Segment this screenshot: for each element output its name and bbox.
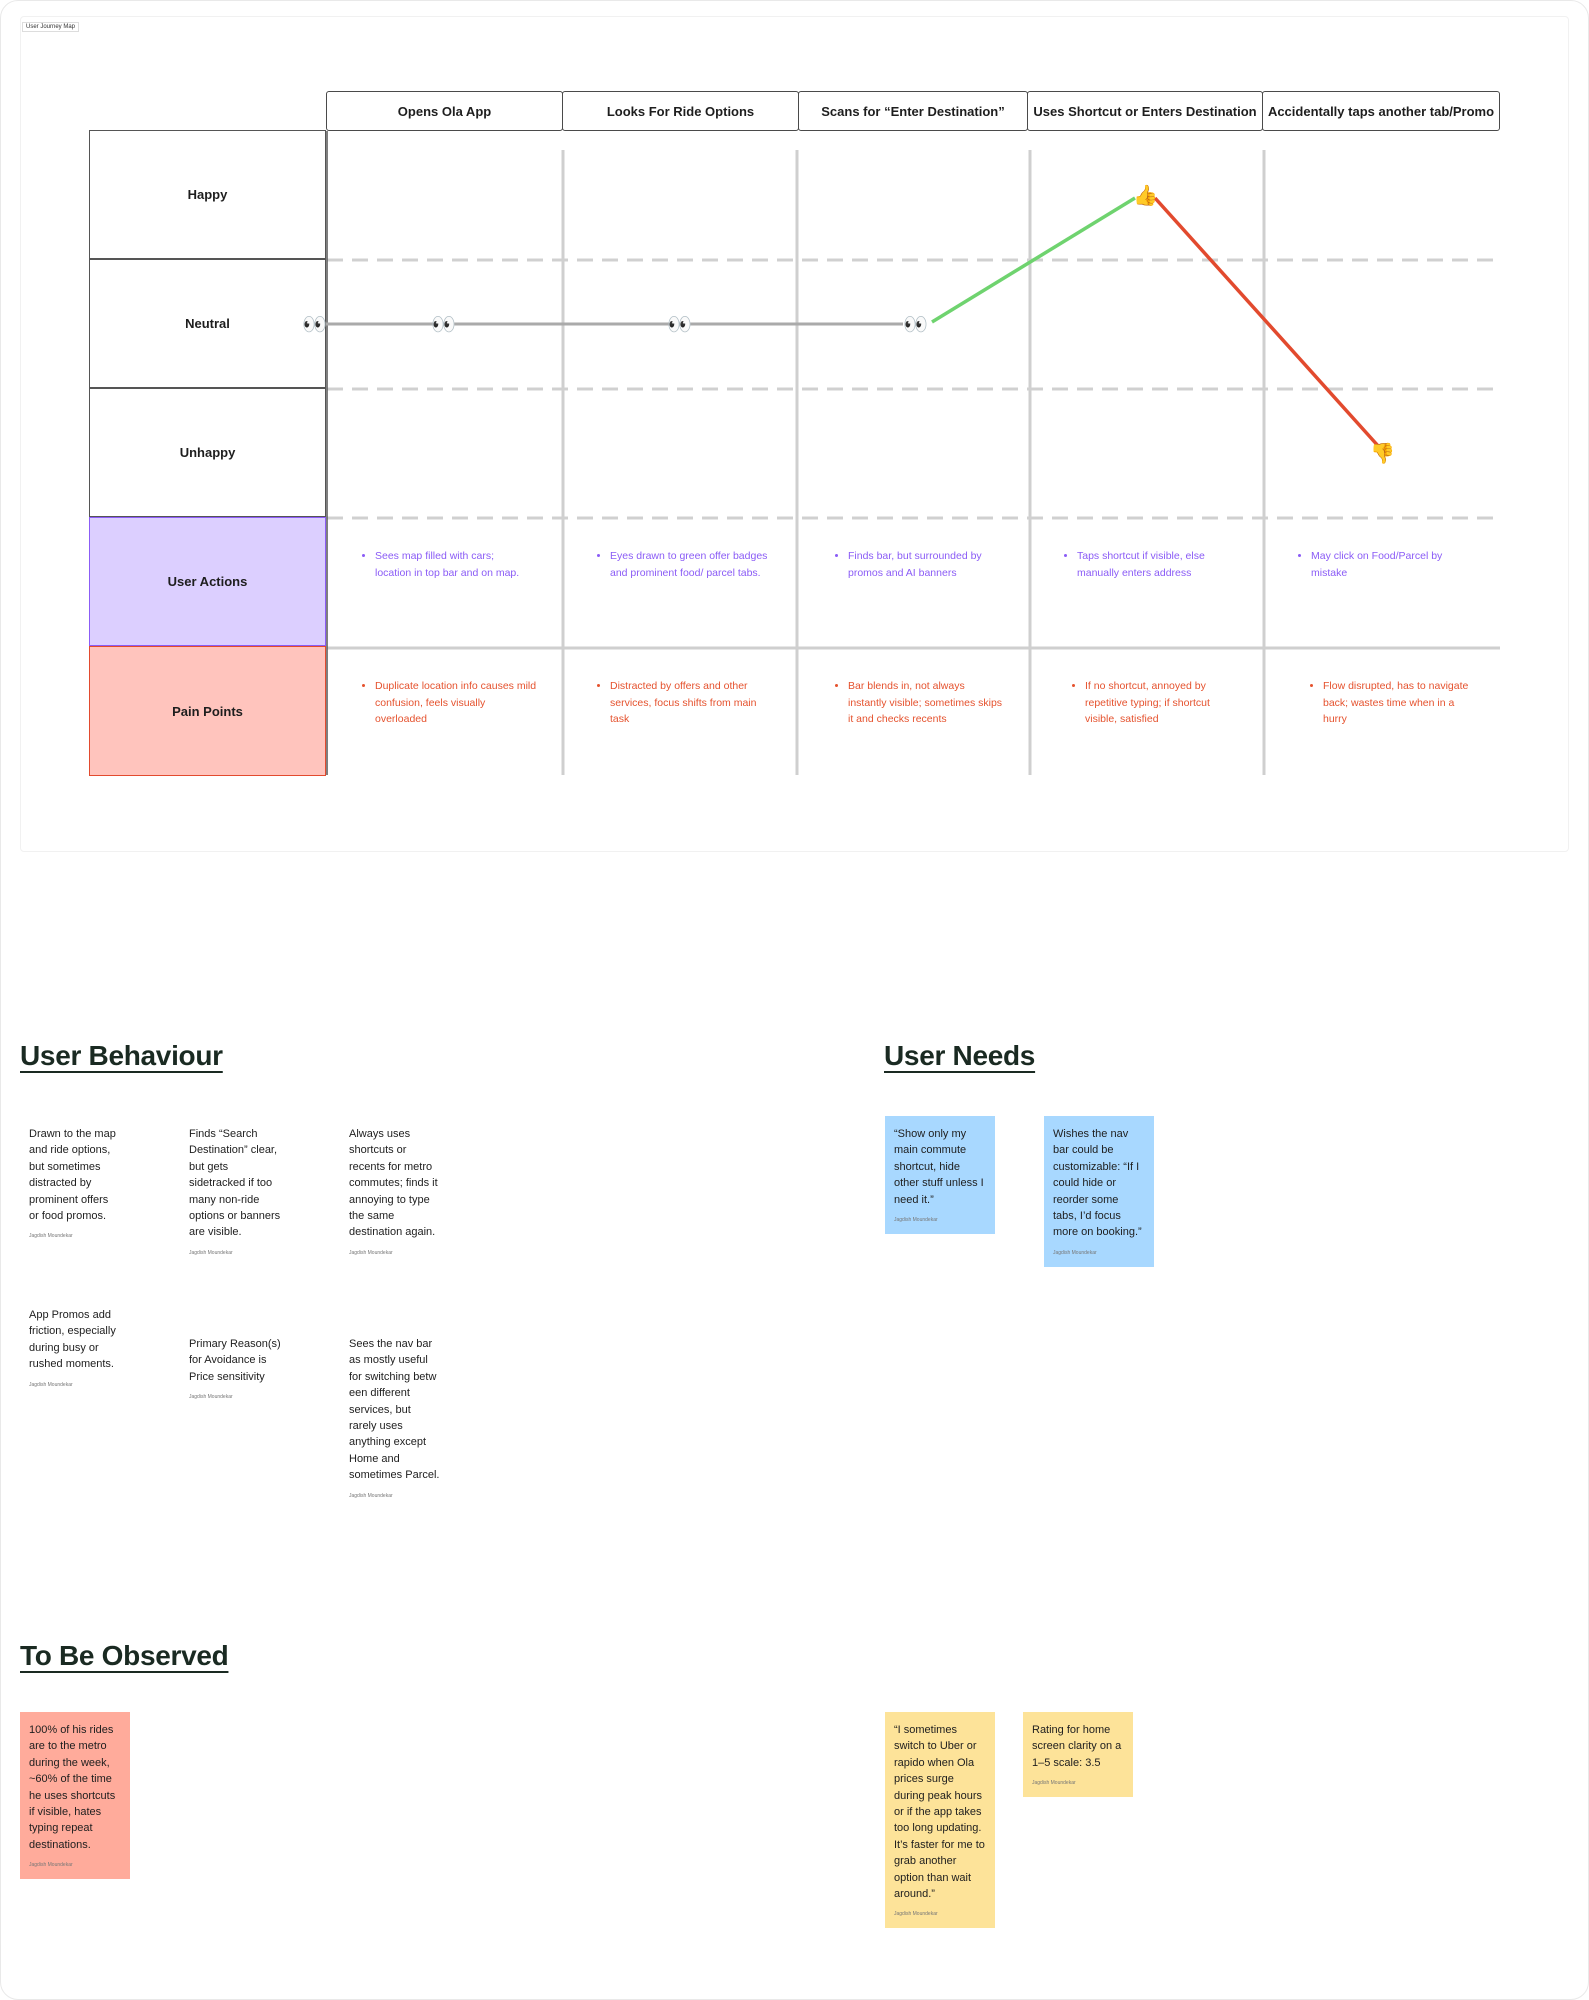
note-text: Primary Reason(s) for Avoidance is Price… [189,1338,281,1383]
action-cell-2: Eyes drawn to green offer badges and pro… [598,548,768,581]
note-author: Jagdish Moundekar [349,1249,393,1256]
note-author: Jagdish Moundekar [29,1862,73,1869]
stage-header-2[interactable]: Looks For Ride Options [562,91,799,131]
journey-grid [320,131,1500,775]
pain-item: Distracted by offers and other services,… [610,678,768,728]
note-author: Jagdish Moundekar [1032,1780,1076,1787]
section-title-needs: User Needs [884,1040,1036,1071]
note-text: Drawn to the map and ride options, but s… [29,1128,116,1223]
stage-header-1[interactable]: Opens Ola App [326,91,563,131]
note-text: Finds “Search Destination” clear, but ge… [189,1128,281,1239]
note-author: Jagdish Moundekar [29,1381,73,1388]
note-text: Wishes the nav bar could be customizable… [1053,1128,1142,1239]
behaviour-note-6[interactable]: Sees the nav bar as mostly useful for sw… [340,1326,450,1510]
row-pain-points[interactable]: Pain Points [89,646,326,776]
stage-header-4[interactable]: Uses Shortcut or Enters Destination [1027,91,1263,131]
note-author: Jagdish Moundekar [894,1911,938,1918]
note-author: Jagdish Moundekar [349,1492,393,1499]
thumbs-up-icon: 👍 [1133,183,1158,207]
pain-item: Bar blends in, not always instantly visi… [848,678,1006,728]
eyes-icon: 👀 [431,312,456,336]
behaviour-note-2[interactable]: Finds “Search Destination” clear, but ge… [180,1116,290,1267]
needs-note-2[interactable]: Wishes the nav bar could be customizable… [1044,1116,1154,1267]
eyes-icon: 👀 [302,312,327,336]
row-unhappy[interactable]: Unhappy [89,388,326,517]
note-text: App Promos add friction, especially duri… [29,1309,116,1371]
note-text: 100% of his rides are to the metro durin… [29,1724,116,1851]
pain-cell-3: Bar blends in, not always instantly visi… [836,678,1006,728]
row-happy[interactable]: Happy [89,130,326,259]
behaviour-note-4[interactable]: App Promos add friction, especially duri… [20,1297,130,1399]
stage-header-3[interactable]: Scans for “Enter Destination” [798,91,1028,131]
row-user-actions[interactable]: User Actions [89,517,326,646]
section-title-behaviour: User Behaviour [20,1040,223,1071]
action-item: May click on Food/Parcel by mistake [1311,548,1469,581]
pain-item: Duplicate location info causes mild conf… [375,678,538,728]
action-item: Finds bar, but surrounded by promos and … [848,548,1006,581]
fall-line [1153,196,1382,450]
action-item: Sees map filled with cars; location in t… [375,548,533,581]
action-cell-1: Sees map filled with cars; location in t… [363,548,533,581]
section-title-observed: To Be Observed [20,1640,229,1671]
note-author: Jagdish Moundekar [894,1217,938,1224]
rise-line [931,196,1136,324]
observed-note-3[interactable]: Rating for home screen clarity on a 1–5 … [1023,1712,1133,1798]
pain-cell-4: If no shortcut, annoyed by repetitive ty… [1073,678,1233,728]
behaviour-note-3[interactable]: Always uses shortcuts or recents for met… [340,1116,450,1267]
pain-cell-1: Duplicate location info causes mild conf… [363,678,538,728]
action-cell-4: Taps shortcut if visible, else manually … [1065,548,1235,581]
action-item: Eyes drawn to green offer badges and pro… [610,548,768,581]
note-text: Sees the nav bar as mostly useful for sw… [349,1338,440,1482]
emotion-dividers [327,258,1500,520]
observed-note-1[interactable]: 100% of his rides are to the metro durin… [20,1712,130,1880]
observed-note-2[interactable]: “I sometimes switch to Uber or rapido wh… [885,1712,995,1929]
pain-cell-2: Distracted by offers and other services,… [598,678,768,728]
frame-tag[interactable]: User Journey Map [22,22,80,32]
action-cell-3: Finds bar, but surrounded by promos and … [836,548,1006,581]
note-text: Rating for home screen clarity on a 1–5 … [1032,1724,1122,1769]
action-item: Taps shortcut if visible, else manually … [1077,548,1235,581]
behaviour-note-5[interactable]: Primary Reason(s) for Avoidance is Price… [180,1326,290,1412]
pain-cell-5: Flow disrupted, has to navigate back; wa… [1311,678,1476,728]
row-neutral[interactable]: Neutral [89,259,326,388]
action-cell-5: May click on Food/Parcel by mistake [1299,548,1469,581]
note-author: Jagdish Moundekar [189,1249,233,1256]
stage-dividers [561,150,1266,775]
eyes-icon: 👀 [903,312,928,336]
note-text: Always uses shortcuts or recents for met… [349,1128,438,1239]
eyes-icon: 👀 [667,312,692,336]
note-author: Jagdish Moundekar [29,1233,73,1240]
note-author: Jagdish Moundekar [1053,1249,1097,1256]
note-author: Jagdish Moundekar [189,1394,233,1401]
stage-header-5[interactable]: Accidentally taps another tab/Promo [1262,91,1500,131]
behaviour-note-1[interactable]: Drawn to the map and ride options, but s… [20,1116,130,1251]
pain-item: Flow disrupted, has to navigate back; wa… [1323,678,1476,728]
needs-note-1[interactable]: “Show only my main commute shortcut, hid… [885,1116,995,1235]
note-text: “Show only my main commute shortcut, hid… [894,1128,984,1206]
note-text: “I sometimes switch to Uber or rapido wh… [894,1724,985,1901]
pain-item: If no shortcut, annoyed by repetitive ty… [1085,678,1233,728]
journey-map-frame [20,16,1569,852]
thumbs-down-icon: 👎 [1370,441,1395,465]
